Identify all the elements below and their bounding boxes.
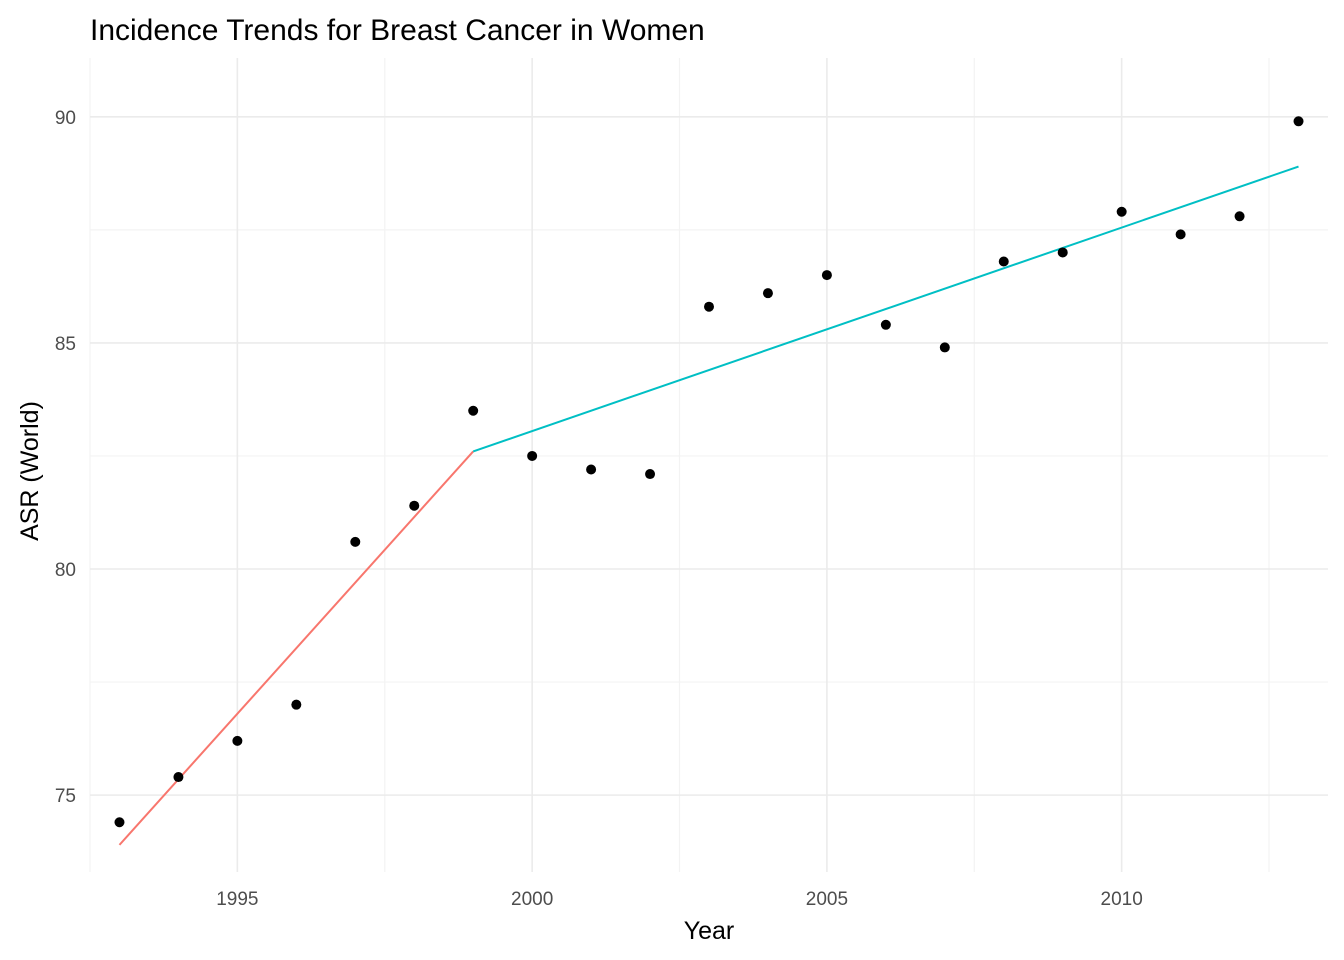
data-point xyxy=(409,500,420,511)
y-tick-label: 90 xyxy=(55,108,76,129)
data-point xyxy=(173,772,184,783)
y-tick-label: 80 xyxy=(55,560,76,581)
x-tick-label: 2005 xyxy=(806,889,848,910)
data-point xyxy=(527,450,538,461)
y-axis-tick-labels: 75 80 85 90 xyxy=(55,108,76,807)
x-tick-label: 2010 xyxy=(1101,889,1143,910)
data-point xyxy=(232,735,243,746)
data-point xyxy=(939,342,950,353)
data-point xyxy=(821,270,832,281)
data-point xyxy=(1175,229,1186,240)
data-point xyxy=(998,256,1009,267)
data-point xyxy=(880,319,891,330)
x-tick-label: 2000 xyxy=(511,889,553,910)
data-point xyxy=(762,288,773,299)
data-points xyxy=(114,116,1304,828)
major-gridlines xyxy=(90,58,1328,872)
x-axis-title: Year xyxy=(684,917,735,945)
data-point xyxy=(645,469,656,480)
chart-title: Incidence Trends for Breast Cancer in Wo… xyxy=(90,14,705,47)
data-point xyxy=(468,405,479,416)
y-tick-label: 75 xyxy=(55,786,76,807)
x-axis-tick-labels: 1995 2000 2005 2010 xyxy=(216,889,1143,910)
y-axis-title: ASR (World) xyxy=(16,401,44,541)
data-point xyxy=(586,464,597,475)
minor-gridlines xyxy=(89,58,1328,872)
data-point xyxy=(114,817,125,828)
data-point xyxy=(1116,206,1127,217)
data-point xyxy=(704,301,714,312)
trend-line xyxy=(118,450,474,846)
data-point xyxy=(1293,116,1304,127)
x-tick-label: 1995 xyxy=(216,889,258,910)
y-tick-label: 85 xyxy=(55,334,76,355)
data-point xyxy=(291,699,302,710)
data-point xyxy=(1234,211,1245,222)
trend-line xyxy=(472,165,1299,453)
data-point xyxy=(1057,247,1068,258)
data-point xyxy=(350,536,361,547)
